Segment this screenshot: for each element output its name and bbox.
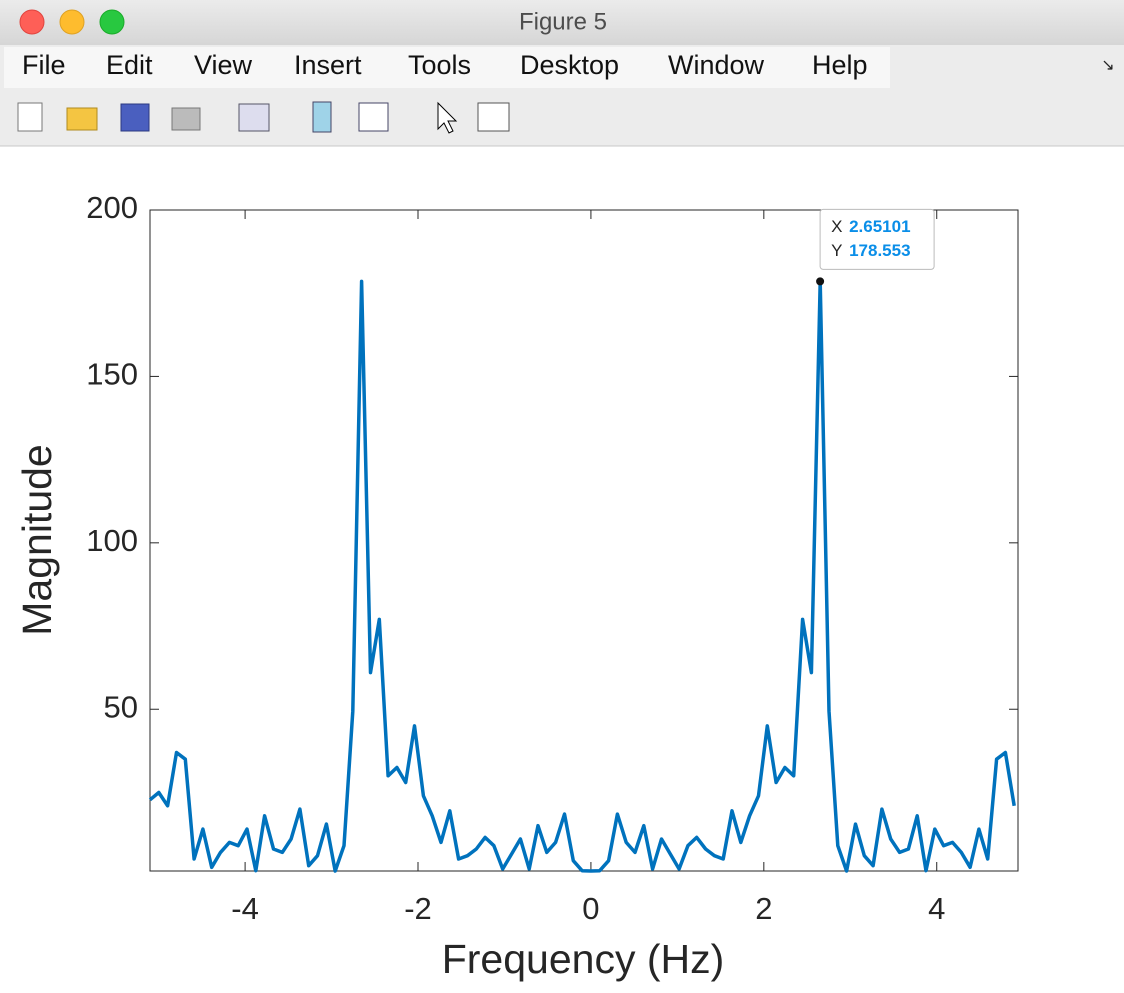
datatip-x-label: X bbox=[831, 217, 842, 236]
data-line bbox=[148, 279, 1016, 873]
open-icon[interactable] bbox=[66, 107, 98, 131]
toolbar bbox=[0, 90, 1124, 146]
toolbar-icons bbox=[17, 101, 510, 134]
y-tick-label: 200 bbox=[86, 190, 138, 225]
datatip-box bbox=[819, 208, 935, 270]
legend-icon[interactable] bbox=[358, 102, 389, 132]
menu-items: File Edit View Insert Tools Desktop Window Help bbox=[22, 50, 868, 80]
save-icon[interactable] bbox=[120, 103, 150, 132]
minimize-button[interactable] bbox=[59, 9, 85, 35]
property-icon[interactable] bbox=[477, 102, 510, 132]
x-tick-label: 0 bbox=[582, 891, 599, 926]
menu-item[interactable]: View bbox=[194, 50, 253, 80]
y-axis-label: Magnitude bbox=[14, 444, 60, 635]
colorbar-icon[interactable] bbox=[312, 101, 332, 133]
menu-item[interactable]: File bbox=[22, 50, 66, 80]
datatip-y-value: 178.553 bbox=[849, 241, 910, 260]
menu-arrow[interactable]: ↘ bbox=[1101, 57, 1114, 74]
menu-item[interactable]: Window bbox=[668, 50, 765, 80]
datatip-y-label: Y bbox=[831, 241, 842, 260]
window-title: Figure 5 bbox=[519, 8, 607, 35]
title-bar bbox=[0, 0, 1124, 45]
close-button[interactable] bbox=[19, 9, 45, 35]
x-tick-label: -4 bbox=[231, 891, 259, 926]
new-icon[interactable] bbox=[17, 102, 43, 132]
menu-item[interactable]: Help bbox=[812, 50, 868, 80]
menu-item[interactable]: Tools bbox=[408, 50, 471, 80]
print-icon[interactable] bbox=[171, 107, 201, 131]
y-tick-label: 100 bbox=[86, 523, 138, 558]
y-tick-label: 150 bbox=[86, 357, 138, 392]
x-tick-label: 2 bbox=[755, 891, 772, 926]
x-tick-label: -2 bbox=[404, 891, 432, 926]
zoom-button[interactable] bbox=[99, 9, 125, 35]
axes-box bbox=[149, 209, 1019, 872]
menu-item[interactable]: Desktop bbox=[520, 50, 619, 80]
x-axis-label: Frequency (Hz) bbox=[442, 936, 725, 982]
x-tick-label: 4 bbox=[928, 891, 945, 926]
menu-item[interactable]: Edit bbox=[106, 50, 153, 80]
menu-item[interactable]: Insert bbox=[294, 50, 362, 80]
plot: -4 -2 0 2 4 50 100 150 200 X 2.65101 Y 178.553 bbox=[86, 190, 1018, 926]
datatip-x-value: 2.65101 bbox=[849, 217, 910, 236]
y-tick-label: 50 bbox=[104, 689, 138, 724]
link-icon[interactable] bbox=[238, 103, 270, 132]
cursor-icon[interactable] bbox=[437, 101, 458, 134]
datatip-marker bbox=[816, 277, 825, 286]
menu-bar-inner bbox=[4, 47, 890, 88]
